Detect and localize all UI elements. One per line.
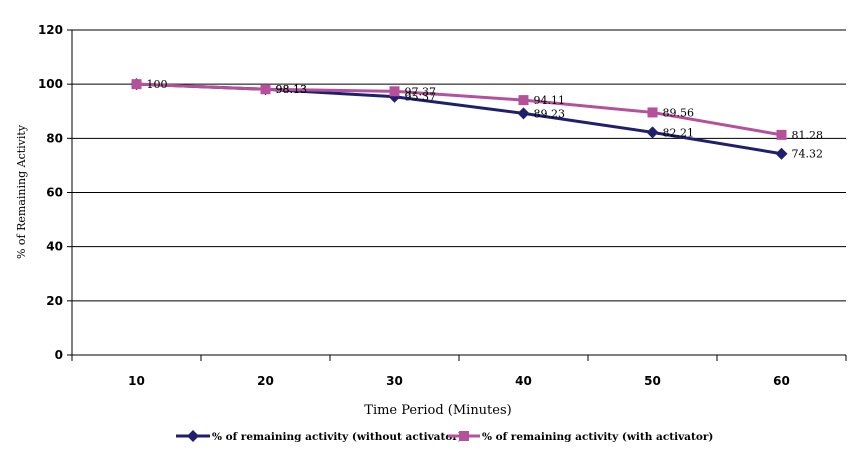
- data-point: [776, 129, 787, 140]
- legend-label: % of remaining activity (without activat…: [212, 431, 463, 443]
- data-label: 98.13: [276, 83, 308, 96]
- y-axis-title: % of Remaining Activity: [15, 124, 28, 259]
- y-tick-label: 100: [38, 77, 63, 91]
- axes: [71, 30, 846, 356]
- x-tick-label: 50: [644, 374, 661, 388]
- data-point: [518, 95, 529, 106]
- legend-item-1: % of remaining activity (without activat…: [176, 430, 463, 443]
- legend-item-2: % of remaining activity (with activator): [448, 431, 713, 443]
- legend-swatch-marker: [459, 431, 469, 441]
- data-point: [646, 126, 659, 139]
- data-label: 95.37: [405, 91, 437, 104]
- series-2: [131, 79, 787, 140]
- y-tick-label: 20: [46, 294, 63, 308]
- series-group: [130, 78, 788, 160]
- x-tick-label: 40: [515, 374, 532, 388]
- data-label: 81.28: [792, 129, 824, 142]
- data-label: 89.23: [534, 107, 566, 120]
- data-point: [775, 147, 788, 160]
- legend-swatch-marker: [187, 430, 199, 442]
- data-label: 100: [147, 78, 168, 91]
- y-tick-label: 40: [46, 240, 63, 254]
- x-tick-label: 10: [128, 374, 145, 388]
- x-tick-label: 30: [386, 374, 403, 388]
- data-point: [647, 107, 658, 118]
- series-line: [136, 82, 782, 137]
- legend-label: % of remaining activity (with activator): [482, 431, 713, 443]
- data-point: [131, 79, 142, 90]
- data-label: 97.37: [405, 85, 437, 98]
- data-point: [389, 86, 400, 97]
- y-tick-labels: 0 20 40 60 80 100 120: [38, 23, 63, 362]
- y-tick-label: 80: [46, 131, 63, 145]
- data-label: 74.32: [792, 148, 824, 161]
- legend: % of remaining activity (without activat…: [176, 430, 713, 443]
- data-label: 94.11: [534, 94, 566, 107]
- data-label: 89.56: [663, 106, 695, 119]
- x-tick-label: 60: [773, 374, 790, 388]
- y-tick-label: 60: [46, 186, 63, 200]
- gridlines: [67, 29, 847, 361]
- data-label: 98.13: [276, 83, 308, 96]
- y-tick-label: 0: [55, 348, 63, 362]
- x-tick-label: 20: [257, 374, 274, 388]
- x-axis-title: Time Period (Minutes): [364, 403, 511, 418]
- data-point: [260, 84, 271, 95]
- x-tick-labels: 10 20 30 40 50 60: [128, 374, 790, 388]
- y-tick-label: 120: [38, 23, 63, 37]
- data-point: [517, 107, 530, 120]
- data-label: 82.21: [663, 126, 695, 139]
